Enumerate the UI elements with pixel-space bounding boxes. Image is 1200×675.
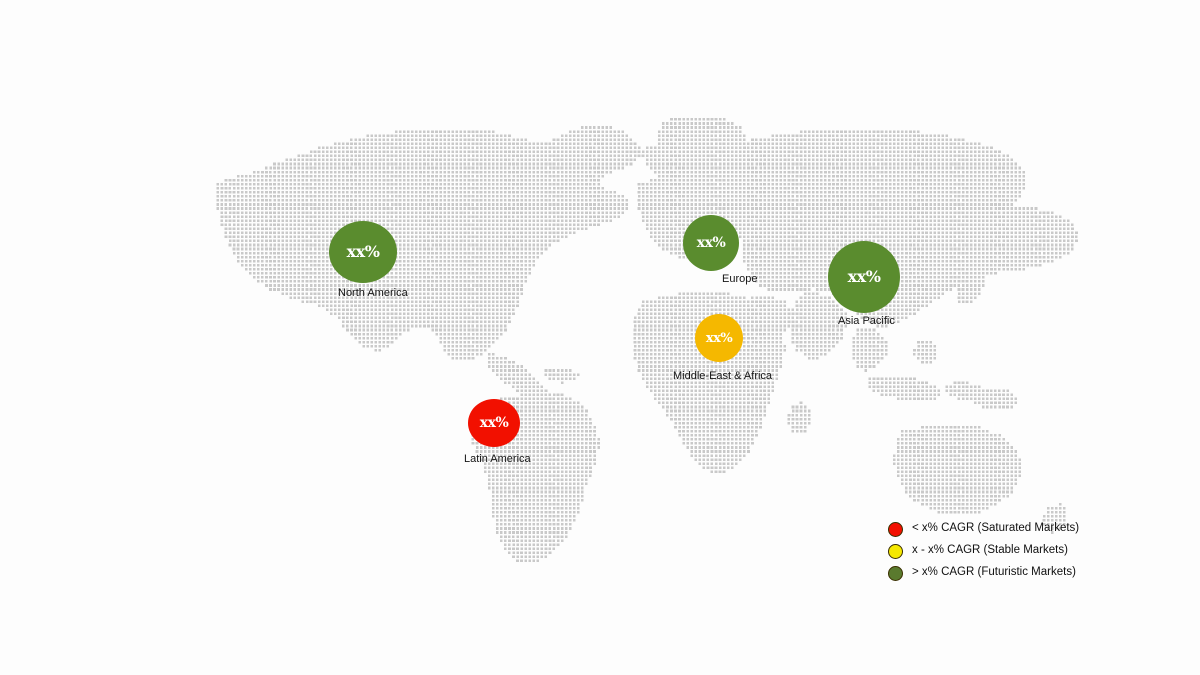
legend-row-saturated[interactable]: < x% CAGR (Saturated Markets): [888, 518, 1079, 540]
bubble-value-asia-pacific: xx%: [847, 267, 881, 286]
legend-label-stable: x - x% CAGR (Stable Markets): [912, 544, 1068, 557]
region-label-latin-america: Latin America: [464, 453, 531, 465]
legend-row-futuristic[interactable]: > x% CAGR (Futuristic Markets): [888, 562, 1079, 584]
region-label-europe: Europe: [722, 273, 758, 285]
region-label-asia-pacific: Asia Pacific: [838, 315, 895, 327]
bubble-mea[interactable]: xx%: [695, 314, 743, 362]
bubble-value-north-america: xx%: [346, 242, 380, 261]
bubble-europe[interactable]: xx%: [683, 215, 739, 271]
legend-label-futuristic: > x% CAGR (Futuristic Markets): [912, 566, 1076, 579]
legend-swatch-stable: [888, 543, 903, 559]
legend: < x% CAGR (Saturated Markets) x - x% CAGR…: [888, 518, 1079, 584]
bubble-asia-pacific[interactable]: xx%: [828, 241, 900, 313]
bubble-value-mea: xx%: [705, 330, 733, 346]
legend-swatch-saturated: [888, 521, 903, 537]
bubble-value-latin-america: xx%: [479, 415, 509, 431]
bubble-latin-america[interactable]: xx%: [468, 399, 520, 447]
map-dot-field: [216, 118, 1078, 563]
legend-label-saturated: < x% CAGR (Saturated Markets): [912, 522, 1080, 535]
legend-row-stable[interactable]: x - x% CAGR (Stable Markets): [888, 540, 1079, 562]
bubble-north-america[interactable]: xx%: [329, 221, 397, 283]
region-label-mea: Middle-East & Africa: [673, 370, 773, 382]
region-label-north-america: North America: [338, 287, 408, 299]
legend-swatch-futuristic: [888, 565, 903, 581]
bubble-value-europe: xx%: [696, 235, 726, 251]
